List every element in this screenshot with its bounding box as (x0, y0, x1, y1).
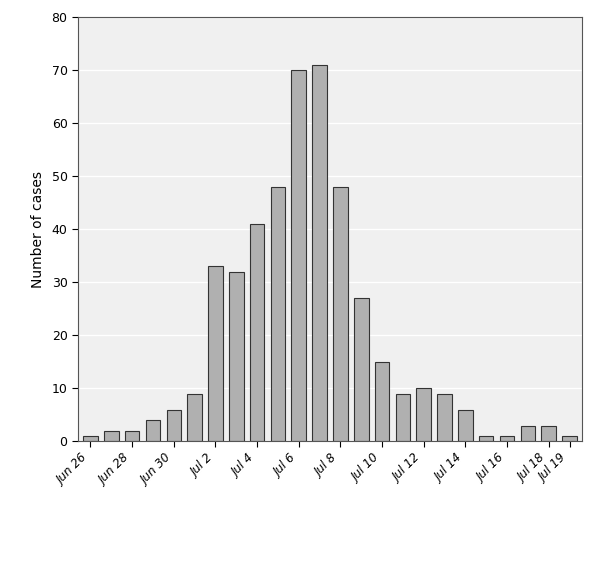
Bar (437, 394, 452, 441)
Bar (83, 436, 98, 441)
Bar (208, 267, 223, 441)
Bar (125, 431, 139, 441)
Bar (562, 436, 577, 441)
Bar (146, 420, 160, 441)
Bar (479, 436, 493, 441)
Bar (333, 187, 348, 441)
Bar (416, 388, 431, 441)
Y-axis label: Number of cases: Number of cases (31, 171, 44, 288)
Bar (521, 426, 535, 441)
Bar (187, 394, 202, 441)
Bar (292, 70, 306, 441)
Bar (458, 410, 473, 441)
Bar (354, 298, 368, 441)
Bar (271, 187, 285, 441)
Bar (500, 436, 514, 441)
Bar (250, 224, 265, 441)
Bar (229, 272, 244, 441)
Bar (312, 65, 327, 441)
Bar (395, 394, 410, 441)
Bar (375, 362, 389, 441)
Bar (104, 431, 119, 441)
Bar (167, 410, 181, 441)
Bar (541, 426, 556, 441)
